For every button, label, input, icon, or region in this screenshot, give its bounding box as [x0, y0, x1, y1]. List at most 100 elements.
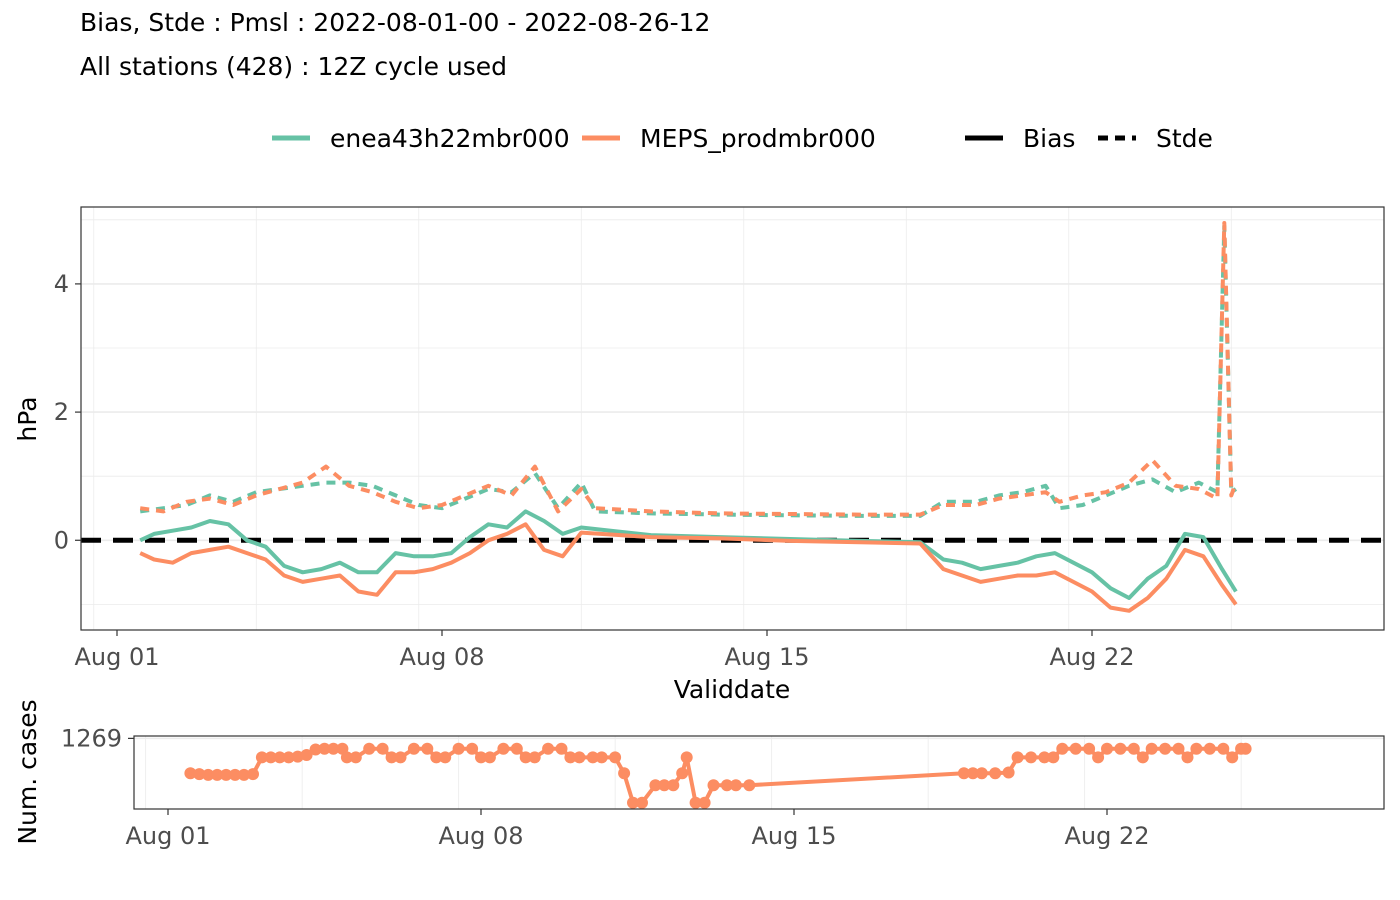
count-x-axis: Aug 01 Aug 08 Aug 15 Aug 22	[125, 809, 1150, 850]
x-tick-label: Aug 22	[1049, 643, 1134, 671]
count-point	[1025, 751, 1037, 764]
count-point	[542, 742, 555, 755]
count-point	[385, 751, 398, 764]
count-point	[407, 742, 420, 755]
count-y-tick-label: 1269	[61, 724, 122, 752]
count-point	[309, 743, 322, 756]
count-point	[573, 751, 586, 764]
count-plot-panel: Aug 01 Aug 08 Aug 15 Aug 22 1269 Num. cases	[13, 699, 1385, 850]
x-tick-label: Aug 01	[74, 643, 159, 671]
count-point	[609, 751, 622, 764]
count-point	[439, 751, 452, 764]
series-line-2	[139, 224, 1238, 518]
count-point	[273, 751, 286, 764]
count-point	[220, 768, 233, 781]
legend-label-stde: Stde	[1156, 124, 1213, 153]
main-x-axis: Aug 01 Aug 08 Aug 15 Aug 22	[74, 630, 1135, 671]
count-point	[193, 768, 206, 781]
count-point	[1172, 742, 1185, 755]
legend: enea43h22mbr000 MEPS_prodmbr000 Bias Std…	[272, 124, 1213, 153]
count-point	[676, 767, 689, 780]
count-point	[957, 767, 970, 780]
count-point	[667, 779, 680, 792]
y-tick-label: 0	[54, 526, 69, 554]
count-point	[519, 751, 532, 764]
count-point	[1181, 751, 1194, 764]
count-point	[586, 751, 599, 764]
count-point	[475, 751, 487, 764]
count-point	[555, 742, 568, 755]
count-point	[729, 779, 742, 792]
count-point	[1239, 742, 1252, 755]
series-line-1	[139, 522, 1238, 613]
count-point	[238, 768, 250, 781]
count-point	[1038, 751, 1051, 764]
count-point	[376, 742, 389, 755]
count-point	[327, 742, 340, 755]
count-point	[363, 742, 376, 755]
count-point	[466, 742, 479, 755]
count-point	[340, 751, 353, 764]
count-point	[595, 751, 608, 764]
count-point	[618, 767, 631, 780]
count-point	[1056, 742, 1069, 755]
count-y-axis: 1269	[61, 724, 134, 752]
y-tick-label: 2	[54, 398, 69, 426]
count-point	[1190, 742, 1203, 755]
chart-title: Bias, Stde : Pmsl : 2022-08-01-00 - 2022…	[80, 8, 711, 37]
count-point	[300, 749, 313, 761]
count-point	[1069, 742, 1082, 755]
count-point	[658, 779, 671, 792]
count-point	[528, 751, 541, 764]
count-series-group	[184, 742, 1252, 809]
legend-label-enea: enea43h22mbr000	[330, 124, 570, 153]
main-gridlines	[81, 207, 1384, 630]
count-point	[291, 750, 304, 763]
count-point	[1145, 742, 1158, 755]
count-point	[452, 742, 465, 755]
count-point	[483, 751, 496, 764]
count-point	[1226, 751, 1239, 764]
count-y-axis-title: Num. cases	[13, 699, 42, 844]
count-point	[689, 796, 702, 809]
legend-label-bias: Bias	[1023, 124, 1075, 153]
count-point	[1136, 751, 1149, 764]
count-point	[211, 768, 224, 781]
count-point	[680, 751, 693, 764]
count-point	[184, 767, 197, 780]
count-point	[1101, 742, 1113, 755]
count-point	[1114, 742, 1127, 755]
x-tick-label: Aug 08	[399, 643, 484, 671]
count-point	[1159, 742, 1172, 755]
y-tick-label: 4	[54, 270, 69, 298]
main-plot-panel: Aug 01 Aug 08 Aug 15 Aug 22 0 2 4 Validdate h…	[13, 206, 1385, 704]
count-point	[318, 742, 331, 755]
count-point	[707, 779, 720, 792]
count-point	[394, 751, 407, 764]
count-point	[1002, 766, 1015, 779]
count-x-tick-label: Aug 22	[1064, 822, 1149, 850]
count-point	[510, 742, 523, 755]
main-y-axis: 0 2 4	[54, 270, 81, 554]
count-point	[1047, 751, 1060, 764]
count-panel-border	[133, 735, 1385, 810]
count-point	[497, 742, 510, 755]
main-x-axis-title: Validdate	[674, 675, 791, 704]
count-point	[720, 779, 733, 792]
count-point	[202, 768, 215, 781]
count-point	[1217, 742, 1230, 755]
count-point	[1127, 742, 1140, 755]
count-point	[966, 767, 979, 780]
count-point	[255, 751, 268, 764]
main-y-axis-title: hPa	[13, 396, 42, 441]
count-point	[229, 768, 242, 781]
count-x-tick-label: Aug 15	[751, 822, 836, 850]
count-point	[430, 751, 443, 764]
x-tick-label: Aug 15	[724, 643, 809, 671]
series-line-0	[139, 509, 1238, 600]
count-point	[627, 796, 639, 809]
count-point	[421, 742, 434, 755]
count-point	[564, 751, 577, 764]
count-point	[247, 768, 259, 781]
